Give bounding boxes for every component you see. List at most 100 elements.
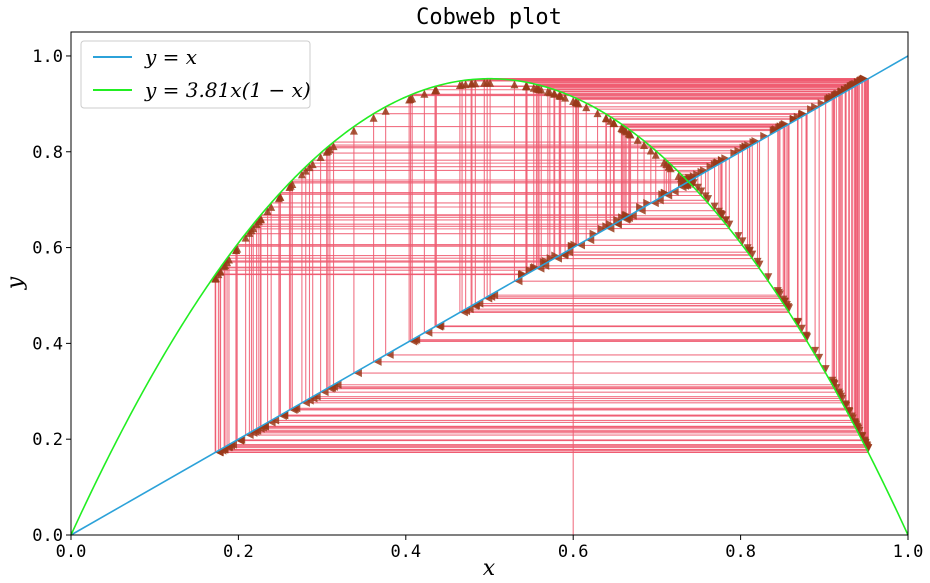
- cobweb-arrowhead: [845, 408, 854, 417]
- y-tick-label: 0.6: [32, 239, 63, 259]
- cobweb-arrowhead: [660, 158, 669, 167]
- cobweb-arrowhead: [480, 78, 489, 87]
- cobweb-arrowhead: [838, 87, 847, 96]
- x-tick-label: 0.8: [725, 542, 756, 562]
- cobweb-arrowhead: [349, 126, 358, 135]
- cobweb-arrowhead: [369, 113, 378, 122]
- y-tick-label: 0.4: [32, 334, 63, 354]
- cobweb-arrowhead: [633, 135, 642, 144]
- cobweb-arrowhead: [617, 124, 626, 133]
- cobweb-arrowhead: [408, 94, 417, 103]
- cobweb-arrowhead: [824, 95, 833, 104]
- legend: y = x y = 3.81x(1 − x): [80, 40, 311, 109]
- cobweb-arrowhead: [775, 290, 784, 299]
- cobweb-arrowhead: [864, 444, 873, 453]
- cobweb-arrowhead: [855, 427, 864, 436]
- cobweb-arrowhead: [565, 248, 574, 257]
- x-tick-label: 0.4: [390, 542, 421, 562]
- cobweb-arrowhead: [576, 241, 585, 250]
- cobweb-arrowhead: [666, 164, 675, 173]
- cobweb-arrowhead: [643, 198, 652, 207]
- cobweb-arrowhead: [381, 106, 390, 115]
- cobweb-arrowhead: [431, 86, 440, 95]
- cobweb-arrowhead: [320, 388, 329, 397]
- cobweb-arrowhead: [734, 232, 743, 241]
- cobweb-arrowhead: [323, 146, 332, 155]
- cobweb-arrowhead: [327, 383, 336, 392]
- cobweb-arrowhead: [252, 219, 261, 228]
- cobweb-arrowhead: [655, 196, 664, 205]
- x-axis-label: x: [483, 556, 496, 581]
- cobweb-arrowhead: [553, 254, 562, 263]
- cobweb-arrowhead: [789, 114, 798, 123]
- cobweb-arrowhead: [546, 254, 555, 263]
- cobweb-arrowhead: [285, 182, 294, 191]
- cobweb-arrowhead: [519, 270, 528, 279]
- cobweb-arrowhead: [852, 420, 861, 429]
- y-tick-label: 0.0: [32, 526, 63, 546]
- cobweb-arrowhead: [316, 153, 325, 162]
- cobweb-arrowhead: [650, 199, 659, 208]
- cobweb-arrowhead: [721, 154, 730, 163]
- cobweb-arrowhead: [664, 191, 673, 200]
- cobweb-arrowhead: [828, 376, 837, 385]
- cobweb-arrowhead: [684, 175, 693, 184]
- cobweb-arrowhead: [821, 365, 830, 374]
- cobweb-arrowhead: [233, 244, 242, 253]
- cobweb-arrowhead: [793, 318, 802, 327]
- cobweb-arrowhead: [333, 380, 342, 389]
- cobweb-arrowhead: [637, 206, 646, 215]
- cobweb-arrowhead: [245, 228, 254, 237]
- cobweb-arrowhead: [738, 237, 747, 246]
- cobweb-arrowhead: [424, 328, 433, 337]
- cobweb-arrowhead: [621, 211, 630, 220]
- cobweb-arrowhead: [278, 412, 287, 421]
- cobweb-arrowhead: [764, 273, 773, 282]
- cobweb-arrowhead: [289, 405, 298, 414]
- x-tick-label: 1.0: [893, 542, 924, 562]
- cobweb-layer: [211, 74, 873, 535]
- cobweb-arrowhead: [857, 431, 866, 440]
- cobweb-arrowhead: [779, 295, 788, 304]
- cobweb-arrowhead: [714, 207, 723, 216]
- cobweb-arrowhead: [760, 131, 769, 140]
- cobweb-arrowhead: [602, 114, 611, 123]
- cobweb-arrowhead: [308, 160, 317, 169]
- cobweb-arrowhead: [545, 88, 554, 97]
- cobweb-arrowhead: [353, 369, 362, 378]
- identity-line: [70, 55, 909, 536]
- x-tick-label: 0.6: [558, 542, 589, 562]
- cobweb-arrowhead: [837, 392, 846, 401]
- cobweb-arrowhead: [215, 448, 224, 457]
- cobweb-arrowhead: [677, 174, 686, 183]
- cobweb-arrowhead: [613, 220, 622, 229]
- cobweb-arrowhead: [811, 102, 820, 111]
- cobweb-arrowhead: [541, 261, 550, 270]
- cobweb-arrowhead: [857, 76, 866, 85]
- cobweb-arrowhead: [697, 187, 706, 196]
- cobweb-arrowhead: [461, 80, 470, 89]
- cobweb-arrowhead: [536, 264, 545, 273]
- cobweb-arrowhead: [537, 85, 546, 94]
- plot-frame: [70, 31, 909, 536]
- cobweb-arrowhead: [628, 211, 637, 220]
- cobweb-arrowhead: [721, 216, 730, 225]
- cobweb-arrowhead: [267, 202, 276, 211]
- cobweb-arrowhead: [636, 203, 645, 212]
- cobweb-arrowhead: [249, 224, 258, 233]
- cobweb-arrowhead: [412, 335, 421, 344]
- cobweb-arrowhead: [541, 256, 550, 265]
- cobweb-arrowhead: [301, 166, 310, 175]
- cobweb-arrowhead: [624, 129, 633, 138]
- cobweb-arrowhead: [373, 357, 382, 366]
- cobweb-arrowhead: [471, 79, 480, 88]
- cobweb-arrowhead: [797, 324, 806, 333]
- cobweb-arrowhead: [245, 431, 254, 440]
- cobweb-arrowhead: [842, 401, 851, 410]
- logistic-curve: [70, 77, 909, 536]
- tick-layer: 0.0 0.2 0.4 0.6 0.8 1.0 0.0 0.2 0.4 0.6 0.8 1.0: [32, 47, 923, 562]
- cobweb-arrowhead: [815, 353, 824, 362]
- cobweb-arrowhead: [221, 260, 230, 269]
